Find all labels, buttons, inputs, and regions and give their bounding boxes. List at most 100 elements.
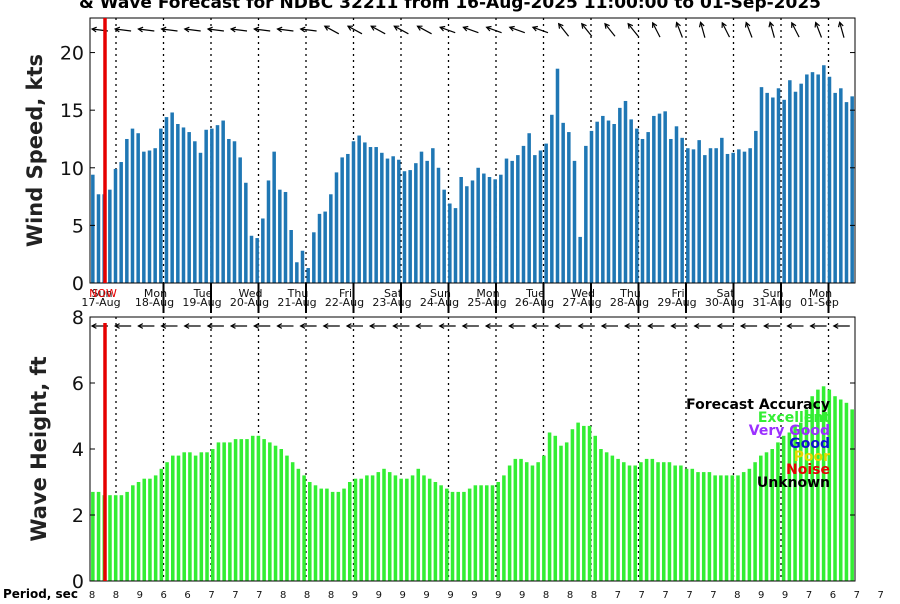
wave-bar (513, 458, 518, 581)
arrow-shaft (370, 25, 386, 35)
wind-bar (714, 148, 718, 283)
arrow-head (508, 323, 514, 329)
wind-bar (187, 132, 191, 283)
wind-bar (329, 194, 333, 283)
wave-bar (353, 478, 358, 581)
arrow-head (229, 26, 237, 33)
y-tick-label: 20 (60, 43, 84, 65)
wind-bar (482, 173, 486, 283)
wind-bar (771, 97, 775, 283)
arrow-head (415, 323, 422, 329)
wind-bar (527, 133, 531, 283)
wind-y-axis-label: Wind Speed, kts (23, 54, 47, 247)
arrow-head (90, 323, 97, 329)
arrow-shaft (300, 28, 317, 32)
legend-item: Noise (786, 462, 830, 478)
arrow-head (253, 323, 259, 329)
arrow-shaft (815, 22, 823, 38)
period-value: 7 (256, 590, 262, 600)
direction-arrow (693, 323, 711, 329)
wave-bar (530, 465, 535, 581)
wind-bar (198, 152, 203, 283)
legend-item: Good (789, 436, 830, 452)
arrow-head (439, 25, 446, 32)
arrow-shaft (161, 28, 178, 32)
legend-item: Excellent (758, 410, 830, 426)
wave-bar (199, 452, 204, 581)
direction-arrow (392, 323, 410, 329)
direction-arrow (229, 323, 248, 329)
arrow-shaft (115, 28, 132, 32)
wave-bar (347, 482, 352, 581)
period-value: 7 (208, 590, 214, 600)
wave-bar (679, 465, 683, 581)
direction-arrow (600, 323, 618, 329)
wind-bar (533, 155, 537, 283)
wave-bar (627, 465, 632, 581)
wind-bar (708, 148, 713, 283)
wave-bar (776, 442, 780, 581)
wind-bar (657, 113, 662, 283)
day-label: Sat (716, 287, 735, 300)
wind-bar (465, 186, 469, 283)
arrow-head (462, 25, 469, 32)
wave-bar (542, 455, 546, 581)
arrow-head (322, 323, 329, 329)
wave-bar (616, 458, 620, 581)
wind-bar (453, 208, 458, 283)
wind-bar (249, 235, 254, 283)
arrow-head (675, 21, 681, 28)
direction-arrow (299, 26, 317, 33)
direction-arrow (368, 323, 387, 329)
wind-plot-frame (89, 17, 856, 284)
period-value: 8 (89, 590, 95, 600)
wind-bar (793, 91, 798, 284)
wave-bar (656, 462, 660, 581)
wind-bar (521, 145, 526, 283)
direction-arrow (415, 323, 433, 329)
direction-arrow (531, 25, 549, 34)
wave-bar (576, 422, 580, 581)
wave-bar (416, 468, 421, 581)
direction-arrow (675, 21, 683, 38)
wind-bar (334, 172, 339, 283)
direction-arrow (253, 323, 271, 329)
wave-bar (690, 468, 695, 581)
wind-bar (363, 142, 367, 283)
wind-bar (448, 203, 452, 283)
arrow-head (647, 323, 654, 329)
wave-bar (393, 475, 398, 581)
direction-arrow (627, 22, 639, 37)
wave-bar (816, 389, 820, 581)
arrow-shaft (676, 22, 683, 38)
period-value: 6 (161, 590, 167, 600)
period-value: 9 (423, 590, 429, 600)
wave-height-bars (91, 386, 854, 581)
wave-bar (233, 439, 238, 581)
wave-bar (433, 482, 438, 581)
wave-bar (759, 455, 763, 581)
wave-bar (799, 422, 803, 581)
arrow-head (323, 25, 330, 31)
wind-bar (646, 132, 650, 283)
chart-title: & Wave Forecast for NDBC 32211 from 16-A… (79, 0, 821, 13)
arrow-shaft (839, 22, 845, 38)
period-value: 7 (806, 590, 812, 600)
wind-bar (544, 143, 548, 283)
arrow-shaft (791, 22, 800, 38)
direction-arrow (276, 26, 294, 33)
direction-arrow (809, 323, 827, 329)
arrow-shaft (604, 23, 616, 37)
y-tick-label: 2 (72, 505, 84, 527)
wave-bar (582, 425, 586, 581)
date-label: 28-Aug (610, 296, 649, 309)
wave-bar (285, 455, 289, 581)
wind-bar (266, 180, 271, 283)
wave-bar (507, 465, 512, 581)
arrow-head (276, 323, 283, 329)
arrow-head (461, 323, 468, 329)
day-label: Tue (525, 287, 545, 300)
arrow-head (786, 323, 793, 329)
direction-arrow (832, 323, 850, 329)
arrow-head (160, 323, 167, 329)
